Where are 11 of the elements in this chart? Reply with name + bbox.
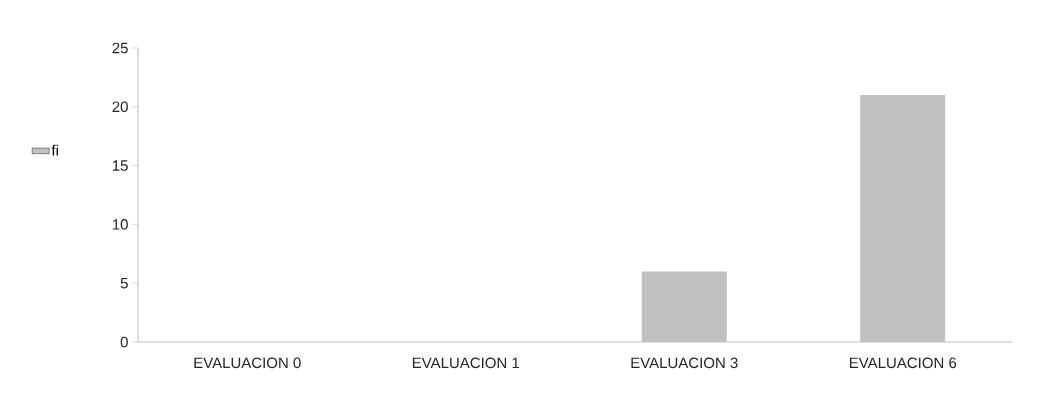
y-tick-label: 25: [112, 42, 128, 54]
x-tick-label: EVALUACION 3: [631, 357, 738, 369]
x-tick-label: EVALUACION 0: [194, 357, 301, 369]
y-tick-label: 5: [120, 277, 128, 289]
y-tick-label: 0: [120, 336, 128, 348]
x-tick-label: EVALUACION 6: [849, 357, 957, 369]
x-tick-label: EVALUACION 1: [412, 357, 520, 369]
y-tick-label: 20: [112, 101, 128, 113]
legend-label: fi: [51, 144, 58, 156]
y-tick-label: 15: [112, 160, 128, 171]
y-tick-label: 10: [112, 219, 128, 230]
